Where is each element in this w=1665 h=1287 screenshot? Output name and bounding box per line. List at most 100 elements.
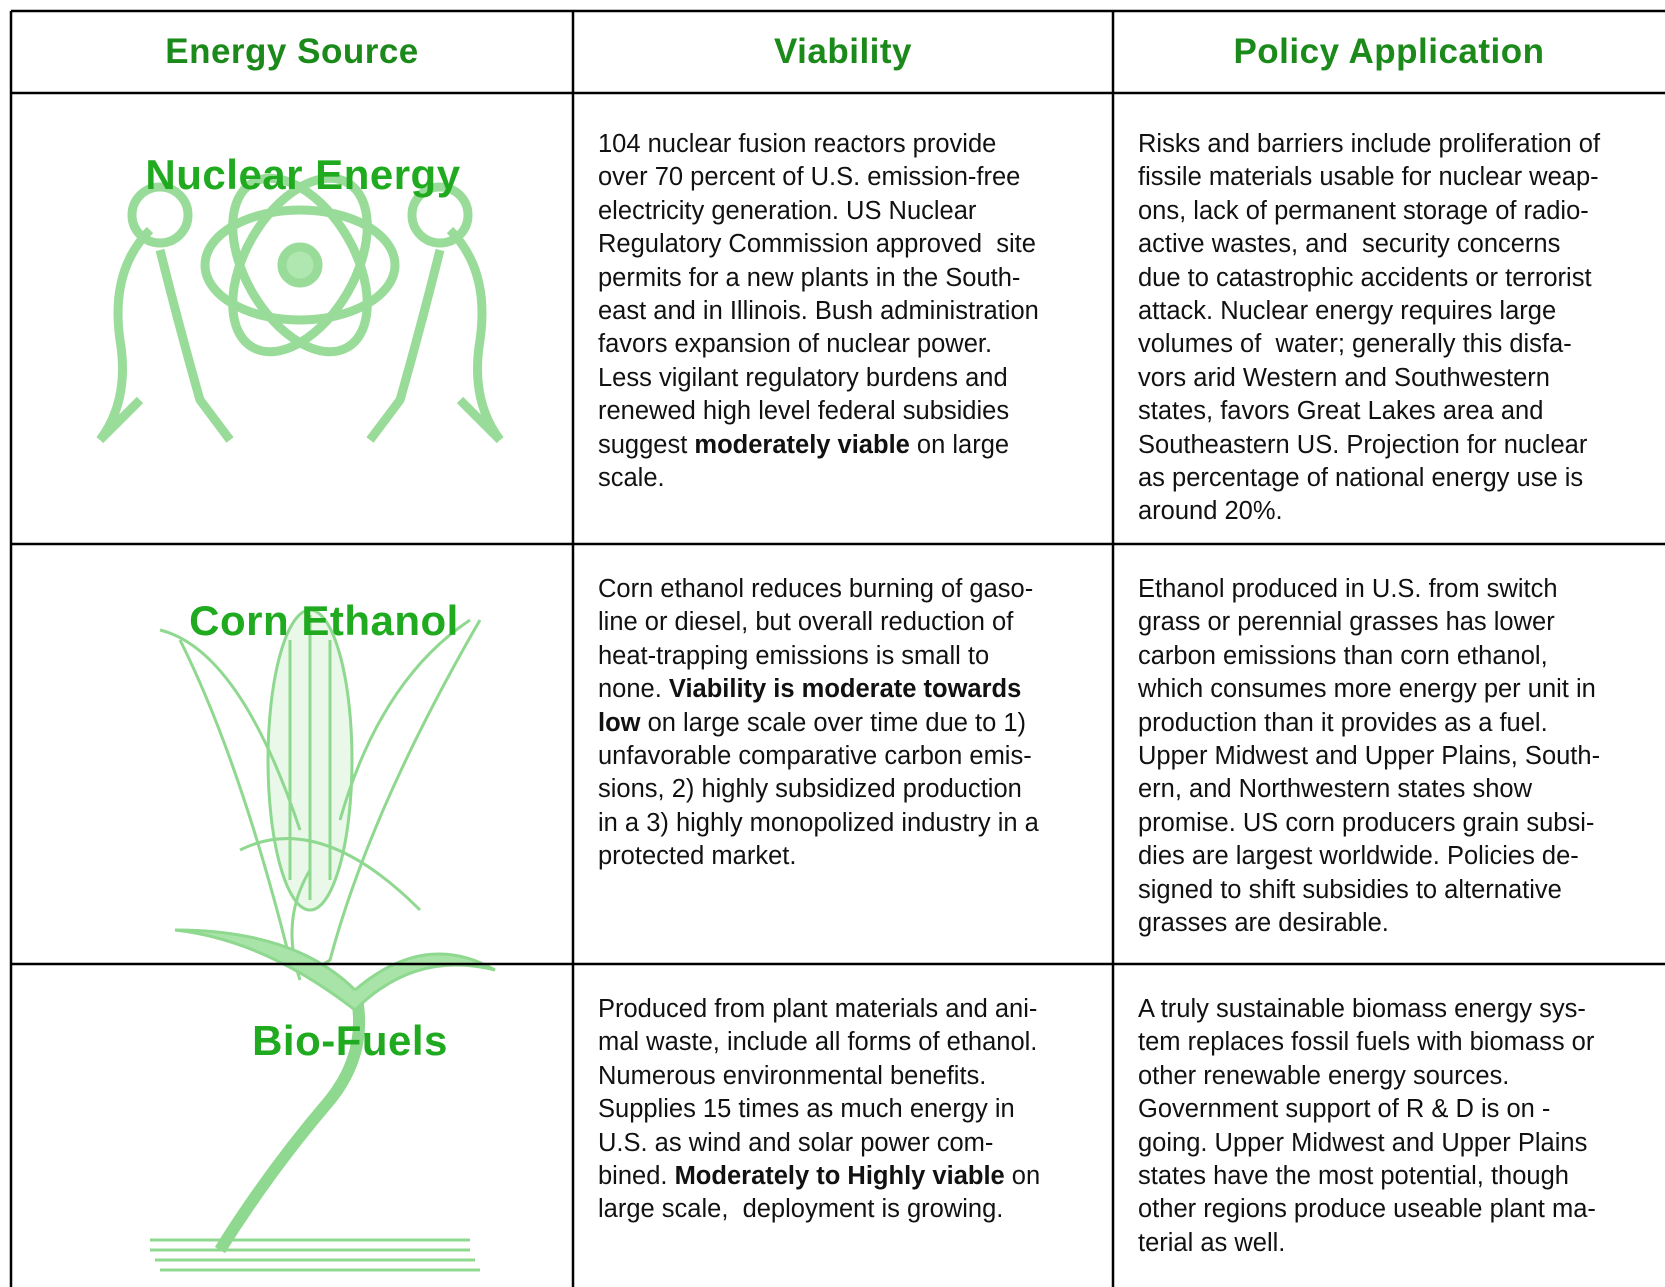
bold-text: moderately viable [694, 431, 909, 459]
text-line: Corn ethanol reduces burning of gaso- [598, 573, 1039, 606]
text-line: Ethanol produced in U.S. from switch [1138, 573, 1600, 606]
text-line: Regulatory Commission approved site [598, 228, 1039, 261]
policy-cell: Ethanol produced in U.S. from switchgras… [1138, 573, 1600, 940]
text: fissile materials usable for nuclear wea… [1138, 163, 1599, 191]
text-line: vors arid Western and Southwestern [1138, 362, 1600, 395]
text: which consumes more energy per unit in [1138, 675, 1596, 703]
text-line: production than it provides as a fuel. [1138, 707, 1600, 740]
text: Regulatory Commission approved site [598, 230, 1036, 258]
text-line: around 20%. [1138, 495, 1600, 528]
text-line: states, favors Great Lakes area and [1138, 395, 1600, 428]
column-header: Viability [573, 11, 1113, 93]
text-line: A truly sustainable biomass energy sys- [1138, 993, 1596, 1026]
column-header: Energy Source [11, 11, 573, 93]
text-line: scale. [598, 462, 1039, 495]
text-line: low on large scale over time due to 1) [598, 707, 1039, 740]
text-line: going. Upper Midwest and Upper Plains [1138, 1127, 1596, 1160]
text-line: Upper Midwest and Upper Plains, South- [1138, 740, 1600, 773]
text-line: mal waste, include all forms of ethanol. [598, 1026, 1040, 1059]
text: Risks and barriers include proliferation… [1138, 130, 1600, 158]
text-line: over 70 percent of U.S. emission-free [598, 161, 1039, 194]
text: attack. Nuclear energy requires large [1138, 297, 1556, 325]
text-line: which consumes more energy per unit in [1138, 673, 1600, 706]
text: on large [910, 431, 1009, 459]
text: grass or perennial grasses has lower [1138, 608, 1555, 636]
text-line: dies are largest worldwide. Policies de- [1138, 840, 1600, 873]
text-line: Less vigilant regulatory burdens and [598, 362, 1039, 395]
text-line: heat-trapping emissions is small to [598, 640, 1039, 673]
text: protected market. [598, 842, 796, 870]
text-line: Risks and barriers include proliferation… [1138, 128, 1600, 161]
text-line: carbon emissions than corn ethanol, [1138, 640, 1600, 673]
text-line: tem replaces fossil fuels with biomass o… [1138, 1026, 1596, 1059]
text: large scale, deployment is growing. [598, 1195, 1003, 1223]
viability-cell: Produced from plant materials and ani-ma… [598, 993, 1040, 1227]
text: A truly sustainable biomass energy sys- [1138, 995, 1586, 1023]
text: terial as well. [1138, 1229, 1285, 1257]
text-line: grasses are desirable. [1138, 907, 1600, 940]
energy-source: Bio-Fuels [252, 1017, 448, 1065]
text-line: due to catastrophic accidents or terrori… [1138, 262, 1600, 295]
text-line: suggest moderately viable on large [598, 429, 1039, 462]
text: carbon emissions than corn ethanol, [1138, 642, 1548, 670]
text: east and in Illinois. Bush administratio… [598, 297, 1039, 325]
text-line: Government support of R & D is on - [1138, 1093, 1596, 1126]
text: due to catastrophic accidents or terrori… [1138, 264, 1592, 292]
bold-text: Moderately to Highly viable [675, 1162, 1005, 1190]
text-line: bined. Moderately to Highly viable on [598, 1160, 1040, 1193]
text: favors expansion of nuclear power. [598, 330, 992, 358]
text: 104 nuclear fusion reactors provide [598, 130, 996, 158]
text-line: U.S. as wind and solar power com- [598, 1127, 1040, 1160]
text: states, favors Great Lakes area and [1138, 397, 1543, 425]
text: Supplies 15 times as much energy in [598, 1095, 1015, 1123]
text-line: Numerous environmental benefits. [598, 1060, 1040, 1093]
text: bined. [598, 1162, 675, 1190]
text: tem replaces fossil fuels with biomass o… [1138, 1028, 1594, 1056]
text-line: Southeastern US. Projection for nuclear [1138, 429, 1600, 462]
text: none. [598, 675, 669, 703]
text: mal waste, include all forms of ethanol. [598, 1028, 1037, 1056]
text-line: 104 nuclear fusion reactors provide [598, 128, 1039, 161]
text: ern, and Northwestern states show [1138, 775, 1532, 803]
energy-source: Nuclear Energy [145, 151, 460, 199]
text: active wastes, and security concerns [1138, 230, 1560, 258]
policy-cell: A truly sustainable biomass energy sys-t… [1138, 993, 1596, 1260]
text: Produced from plant materials and ani- [598, 995, 1037, 1023]
text-line: other renewable energy sources. [1138, 1060, 1596, 1093]
corn-illustration [160, 610, 480, 980]
text: going. Upper Midwest and Upper Plains [1138, 1129, 1587, 1157]
text-line: favors expansion of nuclear power. [598, 328, 1039, 361]
viability-cell: Corn ethanol reduces burning of gaso-lin… [598, 573, 1039, 874]
text-line: permits for a new plants in the South- [598, 262, 1039, 295]
text-line: terial as well. [1138, 1227, 1596, 1260]
text-line: line or diesel, but overall reduction of [598, 606, 1039, 639]
bold-text: Viability is moderate towards [669, 675, 1021, 703]
text: heat-trapping emissions is small to [598, 642, 989, 670]
text-line: other regions produce useable plant ma- [1138, 1193, 1596, 1226]
text: electricity generation. US Nuclear [598, 197, 976, 225]
page: {"table": { "headers": ["Energy Source",… [0, 0, 1665, 1287]
viability-cell: 104 nuclear fusion reactors provide over … [598, 128, 1039, 495]
text-line: signed to shift subsidies to alternative [1138, 874, 1600, 907]
text: as percentage of national energy use is [1138, 464, 1583, 492]
text: production than it provides as a fuel. [1138, 709, 1548, 737]
text-line: sions, 2) highly subsidized production [598, 773, 1039, 806]
text: sions, 2) highly subsidized production [598, 775, 1022, 803]
text-line: protected market. [598, 840, 1039, 873]
text: Upper Midwest and Upper Plains, South- [1138, 742, 1600, 770]
text: unfavorable comparative carbon emis- [598, 742, 1032, 770]
text: Corn ethanol reduces burning of gaso- [598, 575, 1033, 603]
text: vors arid Western and Southwestern [1138, 364, 1550, 392]
text-line: large scale, deployment is growing. [598, 1193, 1040, 1226]
text-line: fissile materials usable for nuclear wea… [1138, 161, 1600, 194]
text: U.S. as wind and solar power com- [598, 1129, 993, 1157]
policy-cell: Risks and barriers include proliferation… [1138, 128, 1600, 529]
text: over 70 percent of U.S. emission-free [598, 163, 1020, 191]
text-line: Supplies 15 times as much energy in [598, 1093, 1040, 1126]
text: on [1005, 1162, 1040, 1190]
text-line: electricity generation. US Nuclear [598, 195, 1039, 228]
text: line or diesel, but overall reduction of [598, 608, 1013, 636]
text: Numerous environmental benefits. [598, 1062, 986, 1090]
text-line: ons, lack of permanent storage of radio- [1138, 195, 1600, 228]
text-line: none. Viability is moderate towards [598, 673, 1039, 706]
